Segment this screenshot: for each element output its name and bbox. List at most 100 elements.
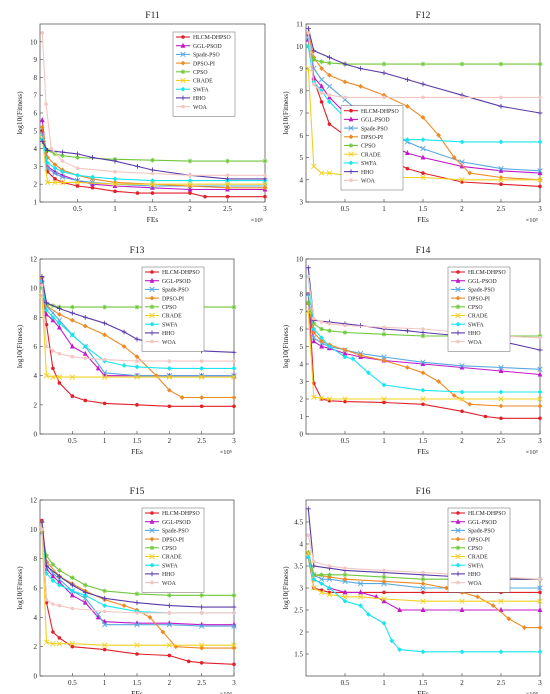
legend-entry: DPSO-PI [451, 536, 490, 543]
series-marker [82, 323, 88, 329]
x-tick-label: 1.5 [419, 205, 428, 213]
series-marker [436, 132, 441, 138]
legend-entry: DPSO-PI [145, 295, 184, 302]
series-marker [57, 324, 62, 330]
series-marker [150, 178, 155, 184]
series-woa [40, 527, 236, 615]
series-marker [318, 395, 325, 401]
x-tick-label: 1.5 [419, 437, 428, 445]
series-marker [537, 625, 543, 630]
series-marker [499, 95, 503, 100]
series-hho [305, 26, 543, 116]
series-marker [149, 295, 155, 301]
series-marker [225, 185, 230, 191]
x-axis-exponent: ×10⁵ [526, 691, 538, 694]
series-marker [455, 518, 461, 524]
series-marker [232, 359, 236, 363]
series-marker [135, 652, 139, 656]
series-marker [405, 77, 410, 83]
series-marker [149, 553, 155, 560]
series-marker [231, 642, 237, 648]
x-tick-label: 1 [382, 679, 386, 687]
y-tick-label: 2 [300, 629, 304, 637]
series-marker [40, 527, 44, 532]
chart-title: F11 [145, 11, 160, 21]
series-marker [421, 327, 425, 331]
legend-label: HHO [162, 572, 175, 578]
series-line [41, 288, 234, 308]
legend-label: CPSO [468, 546, 483, 552]
series-marker [51, 630, 55, 634]
series-swfa [305, 554, 543, 655]
series-marker [75, 155, 80, 160]
series-marker [327, 93, 332, 97]
series-marker [90, 155, 95, 160]
legend-label: WOA [468, 340, 483, 346]
series-marker [224, 181, 231, 187]
series-marker [420, 649, 426, 655]
series-marker [225, 158, 230, 164]
series-marker [311, 48, 317, 54]
legend-entry: SWFA [176, 86, 209, 93]
series-marker [199, 359, 204, 363]
x-axis-label: FEs [417, 215, 429, 224]
series-marker [167, 611, 172, 615]
series-marker [420, 359, 426, 365]
legend-label: WOA [468, 581, 483, 587]
series-marker [198, 623, 205, 629]
series-marker [44, 553, 49, 559]
legend-label: DPSO-PI [162, 296, 184, 302]
legend-entry: Spade-PSO [344, 125, 388, 132]
x-tick-label: 1 [103, 437, 107, 445]
series-marker [348, 125, 354, 131]
series-marker [358, 83, 363, 89]
series-marker [50, 641, 56, 647]
series-cpso [39, 137, 268, 164]
series-marker [455, 553, 461, 560]
y-tick-label: 8 [34, 555, 38, 563]
series-marker [319, 100, 324, 104]
series-marker [225, 173, 230, 178]
series-marker [167, 653, 172, 658]
series-marker [405, 365, 410, 370]
y-tick-label: 2 [34, 643, 38, 651]
y-tick-label: 3 [300, 585, 304, 593]
legend-label: GGL-PSOD [468, 520, 497, 526]
series-marker [538, 95, 542, 100]
series-dpso-pi [39, 519, 237, 651]
series-marker [39, 274, 45, 279]
series-marker [95, 365, 101, 371]
legend-entry: CRADE [451, 553, 488, 561]
y-tick-label: 12 [30, 497, 38, 505]
series-marker [397, 647, 402, 652]
series-marker [498, 396, 504, 402]
legend-entry: SWFA [451, 562, 484, 569]
x-axis-exponent: ×10⁵ [220, 449, 232, 456]
legend-label: Spade-PSO [162, 288, 189, 294]
series-line [41, 137, 265, 185]
legend-label: Spade-PSO [193, 53, 220, 59]
series-marker [149, 518, 155, 524]
legend-entry: HHO [145, 330, 175, 337]
series-marker [343, 95, 347, 100]
series-marker [389, 638, 395, 644]
series-marker [467, 401, 473, 407]
legend-entry: HHO [145, 571, 175, 578]
x-tick-label: 0.5 [68, 437, 77, 445]
series-line [307, 311, 540, 400]
series-marker [134, 354, 140, 360]
series-line [307, 28, 541, 114]
legend-entry: Spade-PSO [145, 527, 189, 535]
series-marker [382, 95, 386, 100]
series-marker [348, 151, 354, 157]
legend-entry: WOA [344, 178, 376, 185]
legend-entry: WOA [145, 580, 177, 587]
legend-label: DPSO-PI [193, 61, 215, 67]
y-tick-label: 3 [300, 199, 304, 207]
series-marker [135, 164, 140, 169]
series-marker [70, 394, 75, 398]
series-marker [455, 277, 461, 283]
series-marker [421, 171, 425, 175]
legend-entry: CRADE [451, 312, 488, 320]
series-marker [150, 339, 154, 344]
